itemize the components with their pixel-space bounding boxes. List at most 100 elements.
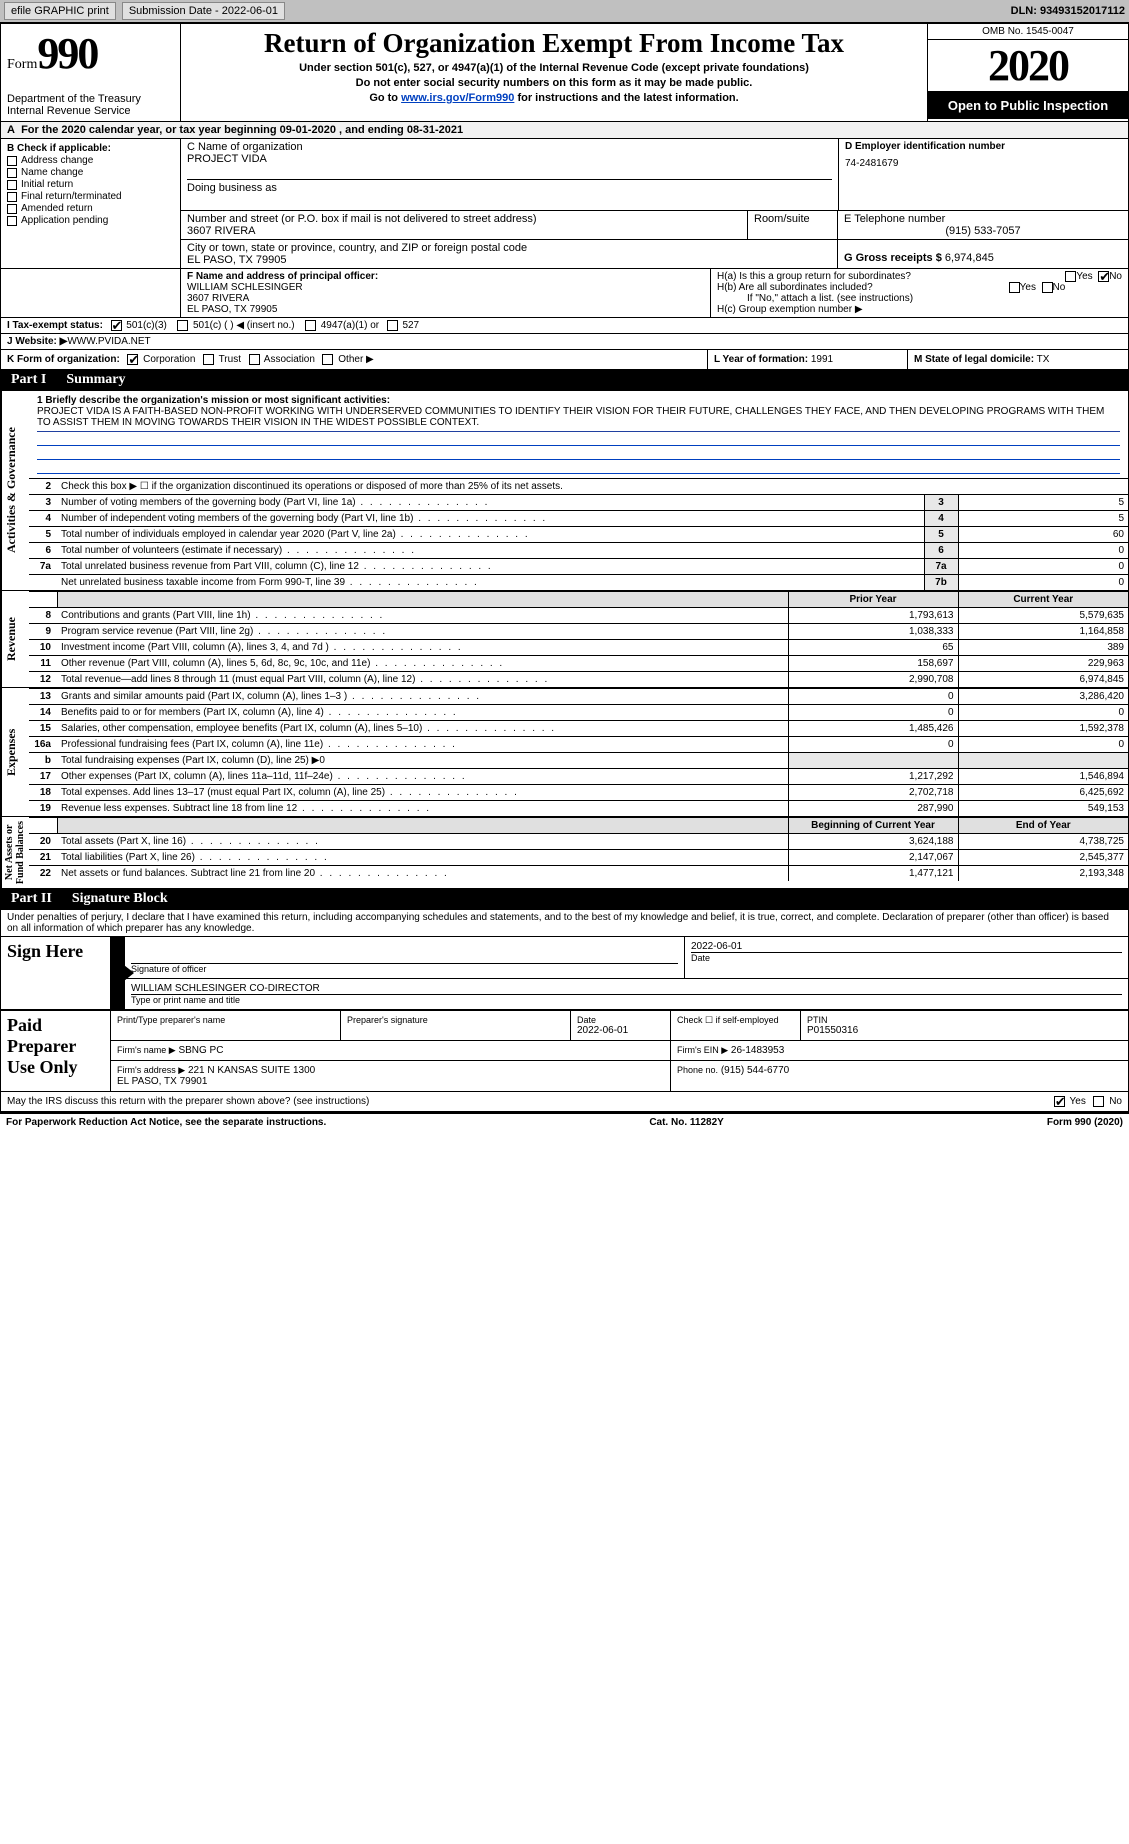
addr-val: 3607 RIVERA (187, 225, 741, 237)
k-assoc[interactable] (249, 354, 260, 365)
checkbox[interactable] (7, 192, 17, 202)
checkbox[interactable] (7, 180, 17, 190)
rev-table: Prior YearCurrent Year 8Contributions an… (29, 591, 1128, 687)
hdr-end: End of Year (958, 818, 1128, 834)
checkbox[interactable] (7, 168, 17, 178)
hb-yes[interactable] (1009, 282, 1020, 293)
org-name: PROJECT VIDA (187, 153, 832, 165)
ha-lbl: H(a) Is this a group return for subordin… (717, 271, 911, 282)
table-row: 21Total liabilities (Part X, line 26)2,1… (29, 850, 1128, 866)
footer-left: For Paperwork Reduction Act Notice, see … (6, 1117, 326, 1128)
vlabel-gov: Activities & Governance (1, 391, 29, 590)
open-inspection: Open to Public Inspection (928, 92, 1128, 119)
exp-section: Expenses 13Grants and similar amounts pa… (0, 687, 1129, 816)
officer-addr2: EL PASO, TX 79905 (187, 304, 704, 315)
paid-prep: Paid Preparer Use Only (1, 1011, 111, 1092)
prep-sig-lbl: Preparer's signature (347, 1015, 564, 1025)
table-row: 6Total number of volunteers (estimate if… (29, 543, 1128, 559)
tel-val: (915) 533-7057 (844, 225, 1122, 237)
submission-button[interactable]: Submission Date - 2022-06-01 (122, 2, 285, 20)
ha-no[interactable] (1098, 271, 1109, 282)
irs-link[interactable]: www.irs.gov/Form990 (401, 92, 514, 104)
vlabel-na: Net Assets or Fund Balances (1, 817, 29, 888)
i-opt0: 501(c)(3) (126, 320, 167, 331)
p1-num: Part I (11, 372, 46, 388)
chk-label: Final return/terminated (21, 191, 122, 202)
discuss-text: May the IRS discuss this return with the… (7, 1096, 369, 1107)
table-row: 17Other expenses (Part IX, column (A), l… (29, 769, 1128, 785)
i-527[interactable] (387, 320, 398, 331)
k-opt0: Corporation (143, 354, 195, 365)
line1-lbl: 1 Briefly describe the organization's mi… (37, 395, 1120, 406)
row-i: I Tax-exempt status: 501(c)(3) 501(c) ( … (0, 318, 1129, 334)
chk-label: Initial return (21, 179, 73, 190)
i-opt3: 527 (402, 320, 419, 331)
i-4947[interactable] (305, 320, 316, 331)
checkbox[interactable] (7, 204, 17, 214)
table-row: 15Salaries, other compensation, employee… (29, 721, 1128, 737)
checkbox[interactable] (7, 156, 17, 166)
box-b-item: Final return/terminated (7, 191, 174, 202)
k-corp[interactable] (127, 354, 138, 365)
form-header: Form990 Department of the Treasury Inter… (0, 23, 1129, 122)
tel-lbl: E Telephone number (844, 213, 1122, 225)
form-number: Form990 (7, 28, 174, 79)
i-opt1: 501(c) ( ) ◀ (insert no.) (193, 320, 295, 331)
footer-row: For Paperwork Reduction Act Notice, see … (0, 1112, 1129, 1131)
ha-yes[interactable] (1065, 271, 1076, 282)
sign-here: Sign Here (1, 937, 111, 1010)
k-trust[interactable] (203, 354, 214, 365)
dba-lbl: Doing business as (187, 179, 832, 194)
footer-mid: Cat. No. 11282Y (649, 1117, 723, 1128)
k-opt1: Trust (219, 354, 241, 365)
discuss-no[interactable] (1093, 1096, 1104, 1107)
table-row: 5Total number of individuals employed in… (29, 527, 1128, 543)
period-row: A For the 2020 calendar year, or tax yea… (0, 122, 1129, 139)
vlabel-exp: Expenses (1, 688, 29, 816)
k-other[interactable] (322, 354, 333, 365)
form-word: Form (7, 57, 37, 72)
chk-label: Amended return (21, 203, 93, 214)
i-501c[interactable] (177, 320, 188, 331)
date-lbl: Date (691, 952, 1122, 963)
paid-preparer-table: Paid Preparer Use Only Print/Type prepar… (0, 1010, 1129, 1092)
box-b-hdr: B Check if applicable: (7, 143, 174, 154)
box-b-item: Address change (7, 155, 174, 166)
subtitle-1: Under section 501(c), 527, or 4947(a)(1)… (187, 62, 921, 74)
hdr-beg: Beginning of Current Year (788, 818, 958, 834)
table-row: 22Net assets or fund balances. Subtract … (29, 866, 1128, 882)
discuss-row: May the IRS discuss this return with the… (0, 1092, 1129, 1112)
hc-lbl: H(c) Group exemption number ▶ (717, 304, 1122, 315)
i-501c3[interactable] (111, 320, 122, 331)
city-val: EL PASO, TX 79905 (187, 254, 831, 266)
sub3-pre: Go to (369, 92, 401, 104)
section-bcde: B Check if applicable: Address changeNam… (0, 139, 1129, 269)
table-row: 7aTotal unrelated business revenue from … (29, 559, 1128, 575)
blank-line (37, 446, 1120, 460)
prep-name-lbl: Print/Type preparer's name (117, 1015, 334, 1025)
yes3: Yes (1070, 1097, 1086, 1108)
subtitle-2: Do not enter social security numbers on … (187, 77, 921, 89)
checkbox[interactable] (7, 216, 17, 226)
discuss-yes[interactable] (1054, 1096, 1065, 1107)
efile-button[interactable]: efile GRAPHIC print (4, 2, 116, 20)
footer-right: Form 990 (2020) (1047, 1117, 1123, 1128)
self-lbl: Check ☐ if self-employed (677, 1015, 794, 1026)
officer-addr1: 3607 RIVERA (187, 293, 704, 304)
form-num: 990 (37, 29, 97, 78)
arrow-icon (111, 937, 125, 1010)
chk-label: Application pending (21, 215, 108, 226)
city-lbl: City or town, state or province, country… (187, 242, 831, 254)
exp-table: 13Grants and similar amounts paid (Part … (29, 688, 1128, 816)
k-lbl: K Form of organization: (7, 354, 120, 365)
table-row: Net unrelated business taxable income fr… (29, 575, 1128, 591)
addr-lbl: Number and street (or P.O. box if mail i… (187, 213, 741, 225)
hb-no[interactable] (1042, 282, 1053, 293)
sign-here-table: Sign Here Signature of officer 2022-06-0… (0, 936, 1129, 1010)
l-lbl: L Year of formation: (714, 354, 808, 365)
hdr-curr: Current Year (958, 592, 1128, 608)
subtitle-3: Go to www.irs.gov/Form990 for instructio… (187, 92, 921, 104)
table-row: 10Investment income (Part VIII, column (… (29, 640, 1128, 656)
k-opt2: Association (264, 354, 315, 365)
box-b-item: Application pending (7, 215, 174, 226)
